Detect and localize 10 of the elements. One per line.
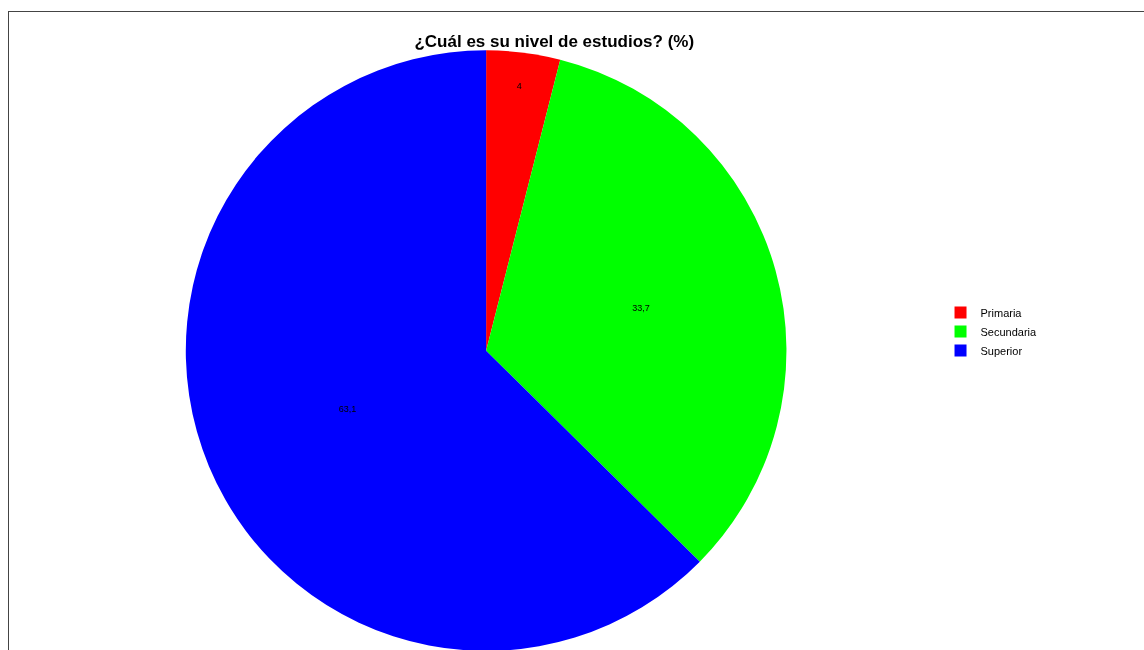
chart-title: ¿Cuál es su nivel de estudios? (%): [414, 31, 695, 51]
pie-slice: [486, 50, 561, 351]
pie-slice: [486, 59, 787, 562]
data-label: 33,7: [632, 302, 650, 313]
legend-label: Primaria: [980, 306, 1023, 319]
pie-slice: [186, 50, 700, 650]
legend-label: Secundaria: [980, 325, 1038, 338]
data-label: 63,1: [338, 403, 357, 414]
data-label: 4: [516, 80, 522, 91]
legend-label: Superior: [980, 344, 1023, 357]
